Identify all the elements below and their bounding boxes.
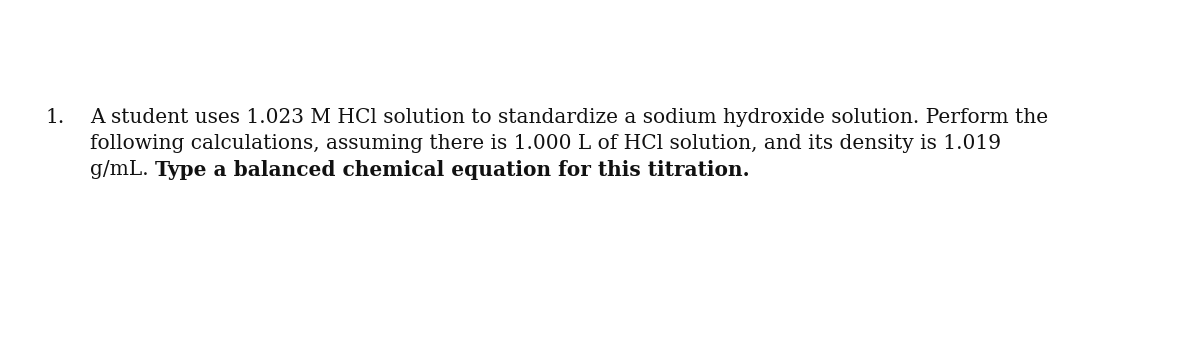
Text: Type a balanced chemical equation for this titration.: Type a balanced chemical equation for th… — [155, 160, 750, 180]
Text: following calculations, assuming there is 1.000 L of HCl solution, and its densi: following calculations, assuming there i… — [90, 134, 1001, 153]
Text: g/mL.: g/mL. — [90, 160, 155, 179]
Text: 1.: 1. — [46, 108, 65, 127]
Text: A student uses 1.023 M HCl solution to standardize a sodium hydroxide solution. : A student uses 1.023 M HCl solution to s… — [90, 108, 1048, 127]
